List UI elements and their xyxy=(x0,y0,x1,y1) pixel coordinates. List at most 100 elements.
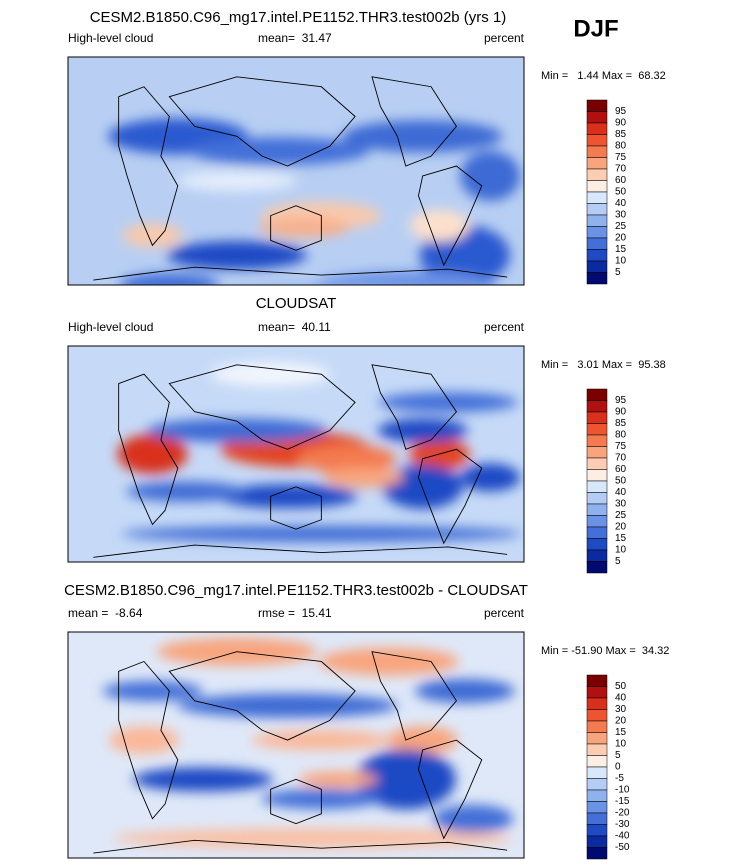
field-blob xyxy=(377,418,468,443)
colorbar-label: 95 xyxy=(615,106,627,117)
colorbar-label: 10 xyxy=(615,256,627,267)
colorbar-box xyxy=(586,249,608,262)
coastline xyxy=(270,205,322,251)
map-field xyxy=(68,57,524,285)
colorbar-box xyxy=(586,388,608,401)
colorbar-label: -30 xyxy=(615,819,630,830)
colorbar-label: 10 xyxy=(615,739,627,750)
coastline xyxy=(417,448,483,545)
coastline xyxy=(93,839,508,854)
colorbar-label: 60 xyxy=(615,464,627,475)
coastline xyxy=(417,739,483,840)
field-blob xyxy=(119,273,220,285)
field-blob xyxy=(460,150,521,201)
coastline xyxy=(371,76,458,167)
colorbar-label: 40 xyxy=(615,693,627,704)
colorbar-box xyxy=(586,720,608,733)
field-blob xyxy=(387,726,458,755)
field-blob xyxy=(414,678,515,703)
colorbar-box xyxy=(586,272,608,285)
panel: CESM2.B1850.C96_mg17.intel.PE1152.THR3.t… xyxy=(67,9,666,286)
coastline xyxy=(118,660,179,820)
colorbar-box xyxy=(586,111,608,124)
colorbar-box xyxy=(586,469,608,482)
colorbar-label: 5 xyxy=(615,267,621,278)
colorbar-label: 15 xyxy=(615,244,627,255)
colorbar-label: -40 xyxy=(615,831,630,842)
colorbar-box xyxy=(586,778,608,791)
left-label: High-level cloud xyxy=(68,31,153,45)
coastline xyxy=(270,486,322,530)
field-blob xyxy=(189,137,370,166)
colorbar-box xyxy=(586,191,608,204)
coastlines xyxy=(93,651,508,854)
colorbar-label: 40 xyxy=(615,487,627,498)
left-label: mean = -8.64 xyxy=(68,606,143,620)
colorbar-box xyxy=(586,709,608,722)
colorbar-label: 5 xyxy=(615,556,621,567)
colorbar-label: 60 xyxy=(615,175,627,186)
colorbar-box xyxy=(586,434,608,447)
colorbar-label: 50 xyxy=(615,681,627,692)
colorbar-box xyxy=(586,480,608,493)
colorbar-label: -15 xyxy=(615,796,630,807)
colorbar-box xyxy=(586,214,608,227)
map-field xyxy=(68,632,524,858)
panel-title: CESM2.B1850.C96_mg17.intel.PE1152.THR3.t… xyxy=(64,582,528,599)
field-blob xyxy=(433,804,514,833)
field-blob xyxy=(318,647,459,676)
coastline xyxy=(93,544,508,558)
colorbar-label: 85 xyxy=(615,418,627,429)
coastline xyxy=(417,165,483,267)
colorbar-box xyxy=(586,411,608,424)
colorbar-label: 5 xyxy=(615,750,621,761)
colorbar-label: 30 xyxy=(615,499,627,510)
colorbar-label: 95 xyxy=(615,395,627,406)
field-blob xyxy=(323,467,404,488)
colorbar-label: 20 xyxy=(615,716,627,727)
colorbar-box xyxy=(586,766,608,779)
coastlines xyxy=(93,76,508,281)
colorbar-box xyxy=(586,674,608,687)
colorbar-box xyxy=(586,789,608,802)
field-blob xyxy=(112,828,513,849)
colorbar-label: 30 xyxy=(615,210,627,221)
colorbar-label: 25 xyxy=(615,221,627,232)
colorbar-box xyxy=(586,492,608,505)
coastline xyxy=(118,86,179,247)
field-blob xyxy=(315,271,496,285)
min-max: Min = 3.01 Max = 95.38 xyxy=(541,359,666,371)
field-blob xyxy=(146,418,327,443)
colorbar-box xyxy=(586,801,608,814)
colorbar-label: 20 xyxy=(615,522,627,533)
map-frame xyxy=(67,631,525,859)
colorbar-box xyxy=(586,446,608,459)
coastline xyxy=(93,266,508,281)
coastline xyxy=(168,651,356,741)
min-max: Min = 1.44 Max = 68.32 xyxy=(541,70,666,82)
colorbar-label: 25 xyxy=(615,510,627,521)
colorbar-label: 50 xyxy=(615,187,627,198)
colorbar-label: 15 xyxy=(615,727,627,738)
coastline xyxy=(118,373,179,526)
colorbar-box xyxy=(586,145,608,158)
colorbar-label: -50 xyxy=(615,842,630,853)
colorbar-label: 80 xyxy=(615,430,627,441)
colorbar-label: 0 xyxy=(615,762,621,773)
colorbar-box xyxy=(586,400,608,413)
field-blob xyxy=(298,771,379,788)
colorbar-box xyxy=(586,515,608,528)
colorbar-box xyxy=(586,824,608,837)
field-blobs xyxy=(107,118,521,285)
coastline xyxy=(270,778,322,825)
min-max: Min = -51.90 Max = 34.32 xyxy=(541,645,669,657)
colorbar-label: -20 xyxy=(615,808,630,819)
center-label: mean= 40.11 xyxy=(258,320,331,334)
field-blob xyxy=(109,726,179,755)
colorbar-box xyxy=(586,457,608,470)
panel: CESM2.B1850.C96_mg17.intel.PE1152.THR3.t… xyxy=(64,582,669,860)
colorbar-box xyxy=(586,180,608,193)
colorbar-box xyxy=(586,538,608,551)
colorbar-box xyxy=(586,526,608,539)
